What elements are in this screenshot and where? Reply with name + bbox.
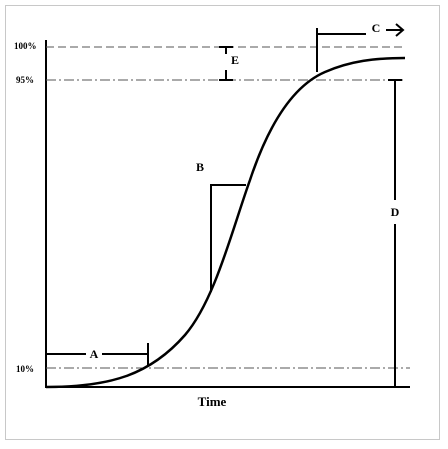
arrow-head <box>395 23 405 37</box>
annotation-label: D <box>391 205 400 219</box>
s-curve <box>45 56 406 389</box>
level-label: 10% <box>16 364 34 374</box>
annotation-label: E <box>231 53 239 67</box>
level-label: 95% <box>16 75 34 85</box>
annotation-label: A <box>90 347 99 361</box>
x-axis-label: Time <box>198 394 227 409</box>
annotation-label: B <box>196 160 204 174</box>
level-label: 100% <box>14 41 37 51</box>
annotation-line <box>210 184 246 292</box>
frame <box>5 5 440 440</box>
annotation-label: C <box>372 21 381 35</box>
